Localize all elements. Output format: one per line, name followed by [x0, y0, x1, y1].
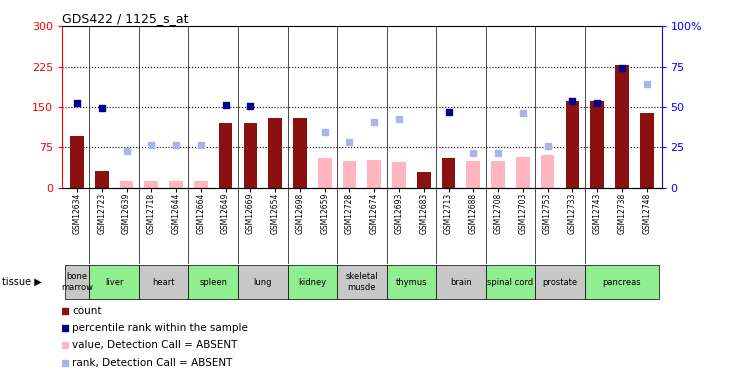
Bar [243, 123, 257, 188]
Text: thymus: thymus [395, 278, 427, 286]
Point [443, 109, 455, 115]
FancyBboxPatch shape [337, 265, 387, 299]
Text: brain: brain [450, 278, 471, 286]
Text: skeletal
musde: skeletal musde [346, 273, 378, 292]
Bar [566, 102, 579, 188]
FancyBboxPatch shape [64, 265, 89, 299]
Text: bone
marrow: bone marrow [61, 273, 93, 292]
Bar [368, 159, 381, 188]
Bar [516, 157, 530, 188]
Bar [615, 65, 629, 188]
Text: percentile rank within the sample: percentile rank within the sample [72, 323, 248, 333]
Bar [640, 113, 654, 188]
Bar [417, 172, 431, 188]
Point [368, 119, 380, 125]
Text: spinal cord: spinal cord [488, 278, 534, 286]
Point [195, 141, 207, 147]
Bar [268, 118, 282, 188]
Point [59, 342, 71, 348]
Bar [491, 160, 505, 188]
FancyBboxPatch shape [485, 265, 535, 299]
Bar [145, 180, 158, 188]
FancyBboxPatch shape [585, 265, 659, 299]
Point [121, 148, 132, 154]
Text: prostate: prostate [542, 278, 577, 286]
Bar [541, 155, 554, 188]
FancyBboxPatch shape [238, 265, 287, 299]
Point [591, 100, 603, 106]
Point [517, 110, 529, 116]
Bar [70, 136, 84, 188]
Text: GDS422 / 1125_s_at: GDS422 / 1125_s_at [62, 12, 189, 25]
FancyBboxPatch shape [287, 265, 337, 299]
Bar [343, 160, 356, 188]
Text: liver: liver [105, 278, 124, 286]
Bar [591, 102, 604, 188]
Point [542, 142, 553, 148]
Point [220, 102, 232, 108]
Point [344, 140, 355, 146]
FancyBboxPatch shape [387, 265, 436, 299]
Bar [170, 180, 183, 188]
Text: kidney: kidney [298, 278, 327, 286]
Text: tissue ▶: tissue ▶ [2, 277, 42, 287]
Point [319, 129, 330, 135]
Point [170, 141, 182, 147]
Text: rank, Detection Call = ABSENT: rank, Detection Call = ABSENT [72, 358, 232, 368]
Bar [293, 118, 307, 188]
Point [96, 105, 107, 111]
FancyBboxPatch shape [189, 265, 238, 299]
Point [245, 103, 257, 109]
Text: lung: lung [254, 278, 272, 286]
Bar [442, 158, 455, 188]
Point [467, 150, 479, 156]
Text: value, Detection Call = ABSENT: value, Detection Call = ABSENT [72, 340, 238, 350]
Point [145, 141, 157, 147]
Text: count: count [72, 306, 102, 315]
Bar [95, 171, 109, 188]
FancyBboxPatch shape [535, 265, 585, 299]
Bar [393, 162, 406, 188]
Point [641, 81, 653, 87]
FancyBboxPatch shape [139, 265, 189, 299]
Text: pancreas: pancreas [602, 278, 641, 286]
Point [59, 360, 71, 366]
Bar [318, 158, 331, 188]
Bar [466, 160, 480, 188]
FancyBboxPatch shape [89, 265, 139, 299]
Bar [120, 180, 133, 188]
Point [567, 99, 578, 105]
Bar [219, 123, 232, 188]
Point [59, 308, 71, 314]
FancyBboxPatch shape [436, 265, 485, 299]
Point [393, 116, 405, 122]
Point [71, 100, 83, 106]
Point [492, 150, 504, 156]
Bar [194, 180, 208, 188]
Text: heart: heart [153, 278, 175, 286]
Text: spleen: spleen [200, 278, 227, 286]
Point [616, 65, 628, 71]
Point [59, 325, 71, 331]
